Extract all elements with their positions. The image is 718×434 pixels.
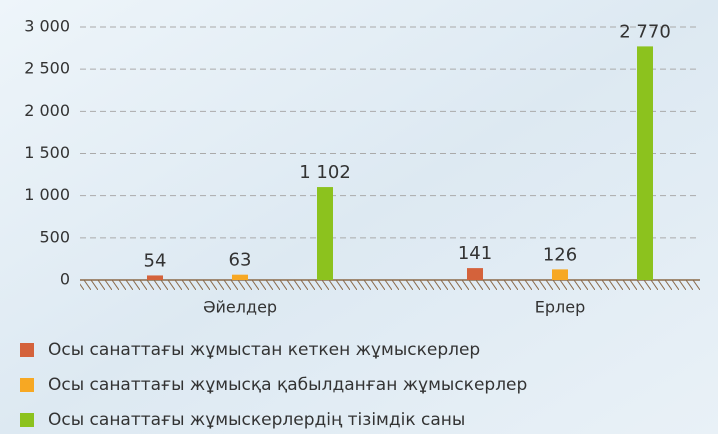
y-tick-label: 500 xyxy=(39,227,70,246)
legend-swatch xyxy=(20,413,34,427)
bar xyxy=(552,269,568,280)
y-tick-label: 2 000 xyxy=(24,101,70,120)
value-label: 1 102 xyxy=(299,162,351,183)
y-tick-label: 0 xyxy=(60,270,70,289)
x-tick-label: Ерлер xyxy=(535,298,586,317)
value-label: 54 xyxy=(144,250,167,271)
legend-label: Осы санаттағы жұмыстан кеткен жұмыскерле… xyxy=(48,340,480,360)
value-label: 2 770 xyxy=(619,21,671,42)
y-tick-label: 3 000 xyxy=(24,17,70,36)
bar xyxy=(467,268,483,280)
legend-label: Осы санаттағы жұмыскерлердің тізімдік са… xyxy=(48,410,465,430)
y-tick-label: 2 500 xyxy=(24,59,70,78)
bar xyxy=(147,275,163,280)
legend-swatch xyxy=(20,378,34,392)
bar xyxy=(232,274,248,280)
y-tick-label: 1 500 xyxy=(24,143,70,162)
bar xyxy=(317,187,333,280)
value-label: 126 xyxy=(543,244,577,265)
legend-label: Осы санаттағы жұмысқа қабылданған жұмыск… xyxy=(48,375,527,395)
ground-hatch xyxy=(80,280,700,290)
y-tick-label: 1 000 xyxy=(24,185,70,204)
bar xyxy=(637,46,653,280)
value-label: 63 xyxy=(229,250,252,271)
x-tick-label: Әйелдер xyxy=(203,298,277,317)
legend-swatch xyxy=(20,343,34,357)
value-label: 141 xyxy=(458,243,492,264)
